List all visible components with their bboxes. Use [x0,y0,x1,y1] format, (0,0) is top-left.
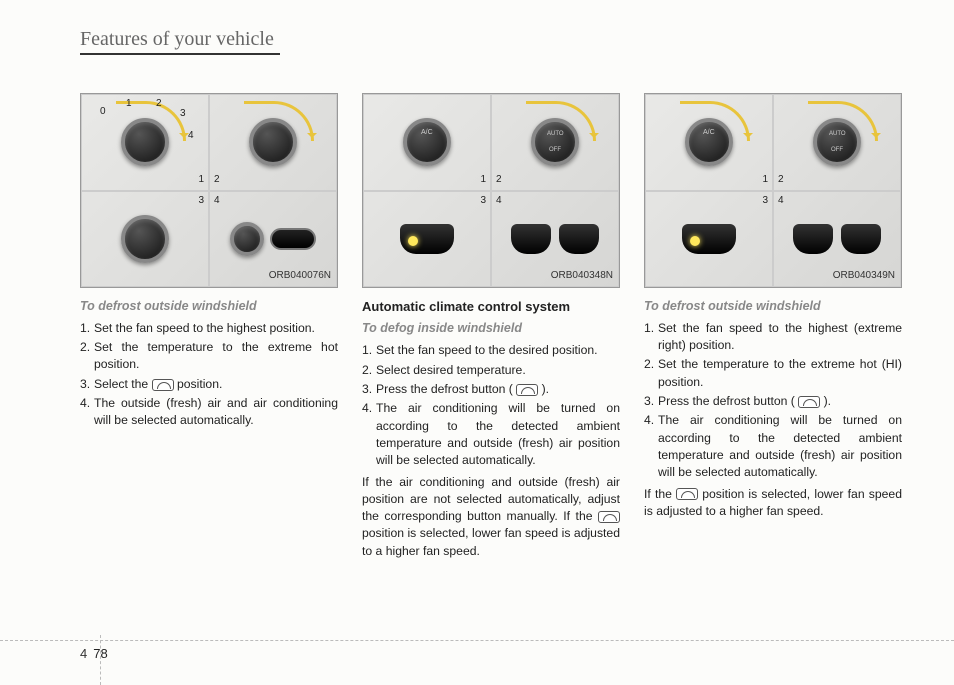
col3-item-4: 4.The air conditioning will be turned on… [644,412,902,481]
column-1: 0 1 2 3 4 1 2 3 [80,93,338,560]
col1-item-1: 1.Set the fan speed to the highest posit… [80,320,338,337]
figure-code-1: ORB040076N [269,269,331,283]
col3-item-2: 2.Set the temperature to the extreme hot… [644,356,902,391]
defrost-icon [676,488,698,500]
defrost-icon [152,379,174,391]
defrost-icon [516,384,538,396]
col1-item-2: 2.Set the temperature to the extreme hot… [80,339,338,374]
col1-item-3: 3.Select the position. [80,376,338,393]
col3-heading: To defrost outside windshield [644,298,902,316]
col2-item-1: 1.Set the fan speed to the desired posit… [362,342,620,359]
col1-heading: To defrost outside windshield [80,298,338,316]
col3-item-3: 3.Press the defrost button ( ). [644,393,902,410]
defrost-icon [798,396,820,408]
figure-auto-climate-defrost: A/C 1 AUTOOFF 2 3 4 ORB040349N [644,93,902,288]
col1-item-4: 4.The outside (fresh) air and air condit… [80,395,338,430]
col2-item-3: 3.Press the defrost button ( ). [362,381,620,398]
figure-auto-climate-defog: A/C 1 AUTOOFF 2 3 4 ORB040348N [362,93,620,288]
page-header: Features of your vehicle [80,28,280,55]
col2-heading-italic: To defog inside windshield [362,320,620,338]
content-columns: 0 1 2 3 4 1 2 3 [80,93,904,560]
col2-item-2: 2.Select desired temperature. [362,362,620,379]
figure-code-3: ORB040349N [833,269,895,283]
col3-para: If the position is selected, lower fan s… [644,486,902,521]
defrost-icon [598,511,620,523]
column-3: A/C 1 AUTOOFF 2 3 4 ORB040349N [644,93,902,560]
col2-heading-bold: Automatic climate control system [362,298,620,316]
page-number: 478 [80,646,108,661]
footer-divider [0,640,954,641]
figure-code-2: ORB040348N [551,269,613,283]
col3-item-1: 1.Set the fan speed to the highest (extr… [644,320,902,355]
col2-item-4: 4.The air conditioning will be turned on… [362,400,620,469]
figure-manual-climate: 0 1 2 3 4 1 2 3 [80,93,338,288]
column-2: A/C 1 AUTOOFF 2 3 4 ORB040348N [362,93,620,560]
col2-para: If the air conditioning and outside (fre… [362,474,620,561]
